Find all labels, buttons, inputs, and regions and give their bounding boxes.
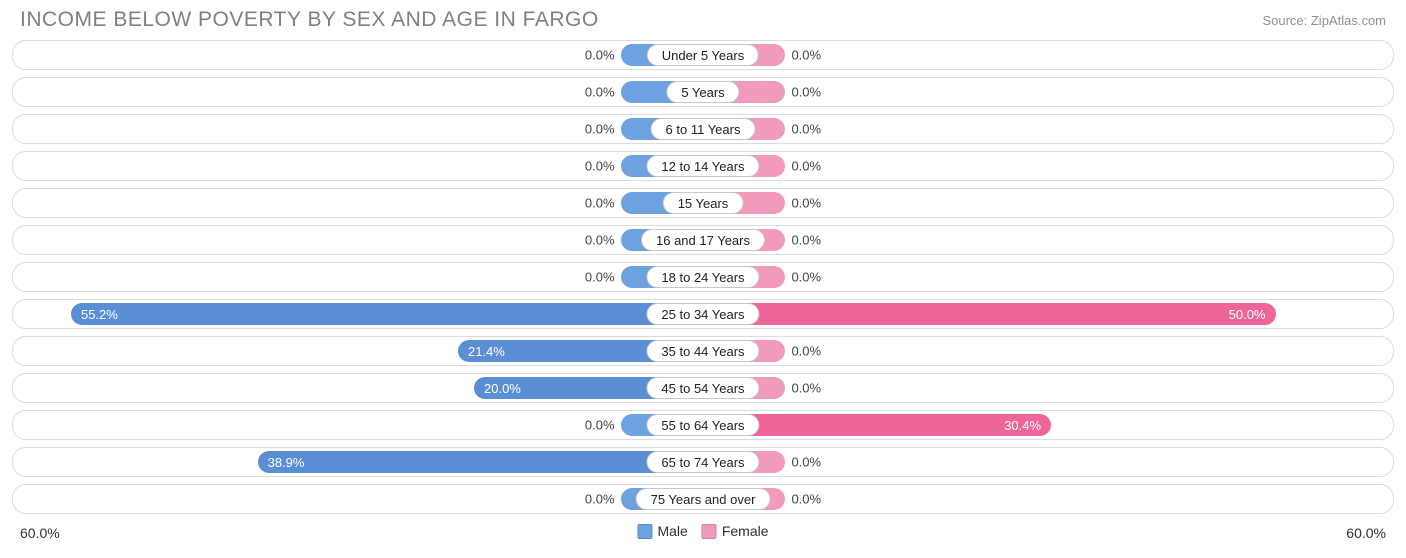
chart-row: 21.4% 0.0% 35 to 44 Years: [12, 336, 1394, 366]
male-value: 0.0%: [585, 122, 621, 137]
female-value: 30.4%: [1004, 418, 1041, 433]
chart-title: INCOME BELOW POVERTY BY SEX AND AGE IN F…: [20, 8, 599, 32]
female-value: 0.0%: [785, 344, 821, 359]
male-value: 0.0%: [585, 196, 621, 211]
female-value: 0.0%: [785, 270, 821, 285]
chart-row: 55.2% 50.0% 25 to 34 Years: [12, 299, 1394, 329]
female-value: 0.0%: [785, 48, 821, 63]
female-value: 0.0%: [785, 85, 821, 100]
male-value: 38.9%: [268, 455, 305, 470]
category-label: 45 to 54 Years: [646, 377, 759, 399]
male-value: 21.4%: [468, 344, 505, 359]
axis-label-right: 60.0%: [1346, 525, 1386, 541]
male-value: 0.0%: [585, 233, 621, 248]
chart-footer: 60.0% Male Female 60.0%: [0, 521, 1406, 551]
female-value: 0.0%: [785, 455, 821, 470]
chart-row: 0.0% 0.0% Under 5 Years: [12, 40, 1394, 70]
chart-row: 0.0% 30.4% 55 to 64 Years: [12, 410, 1394, 440]
male-bar: 38.9%: [258, 451, 703, 473]
category-label: 16 and 17 Years: [641, 229, 765, 251]
chart-row: 20.0% 0.0% 45 to 54 Years: [12, 373, 1394, 403]
swatch-female: [702, 524, 717, 539]
legend-item-male: Male: [637, 523, 687, 539]
legend-label-female: Female: [722, 523, 769, 539]
male-value: 20.0%: [484, 381, 521, 396]
female-value: 0.0%: [785, 196, 821, 211]
male-value: 0.0%: [585, 418, 621, 433]
category-label: 6 to 11 Years: [651, 118, 756, 140]
chart-header: INCOME BELOW POVERTY BY SEX AND AGE IN F…: [0, 0, 1406, 36]
axis-label-left: 60.0%: [20, 525, 60, 541]
category-label: 12 to 14 Years: [646, 155, 759, 177]
chart-row: 0.0% 0.0% 5 Years: [12, 77, 1394, 107]
male-value: 0.0%: [585, 270, 621, 285]
chart-row: 38.9% 0.0% 65 to 74 Years: [12, 447, 1394, 477]
category-label: 18 to 24 Years: [646, 266, 759, 288]
category-label: 5 Years: [666, 81, 739, 103]
category-label: 65 to 74 Years: [646, 451, 759, 473]
male-value: 0.0%: [585, 492, 621, 507]
category-label: 55 to 64 Years: [646, 414, 759, 436]
male-value: 55.2%: [81, 307, 118, 322]
female-value: 0.0%: [785, 159, 821, 174]
chart-row: 0.0% 0.0% 18 to 24 Years: [12, 262, 1394, 292]
legend: Male Female: [637, 523, 768, 539]
category-label: 75 Years and over: [636, 488, 771, 510]
chart-row: 0.0% 0.0% 16 and 17 Years: [12, 225, 1394, 255]
male-value: 0.0%: [585, 159, 621, 174]
legend-item-female: Female: [702, 523, 769, 539]
female-value: 0.0%: [785, 122, 821, 137]
category-label: 15 Years: [663, 192, 744, 214]
chart-source: Source: ZipAtlas.com: [1262, 13, 1386, 28]
chart-row: 0.0% 0.0% 75 Years and over: [12, 484, 1394, 514]
female-value: 0.0%: [785, 233, 821, 248]
chart-row: 0.0% 0.0% 12 to 14 Years: [12, 151, 1394, 181]
male-value: 0.0%: [585, 85, 621, 100]
category-label: Under 5 Years: [647, 44, 759, 66]
male-value: 0.0%: [585, 48, 621, 63]
female-value: 0.0%: [785, 381, 821, 396]
legend-label-male: Male: [657, 523, 687, 539]
chart-row: 0.0% 0.0% 6 to 11 Years: [12, 114, 1394, 144]
male-bar: 55.2%: [71, 303, 703, 325]
swatch-male: [637, 524, 652, 539]
diverging-bar-chart: 0.0%0.0%Under 5 Years0.0%0.0%5 Years0.0%…: [0, 36, 1406, 514]
female-bar: 50.0%: [703, 303, 1276, 325]
chart-row: 0.0% 0.0% 15 Years: [12, 188, 1394, 218]
category-label: 35 to 44 Years: [646, 340, 759, 362]
category-label: 25 to 34 Years: [646, 303, 759, 325]
female-value: 0.0%: [785, 492, 821, 507]
female-value: 50.0%: [1229, 307, 1266, 322]
